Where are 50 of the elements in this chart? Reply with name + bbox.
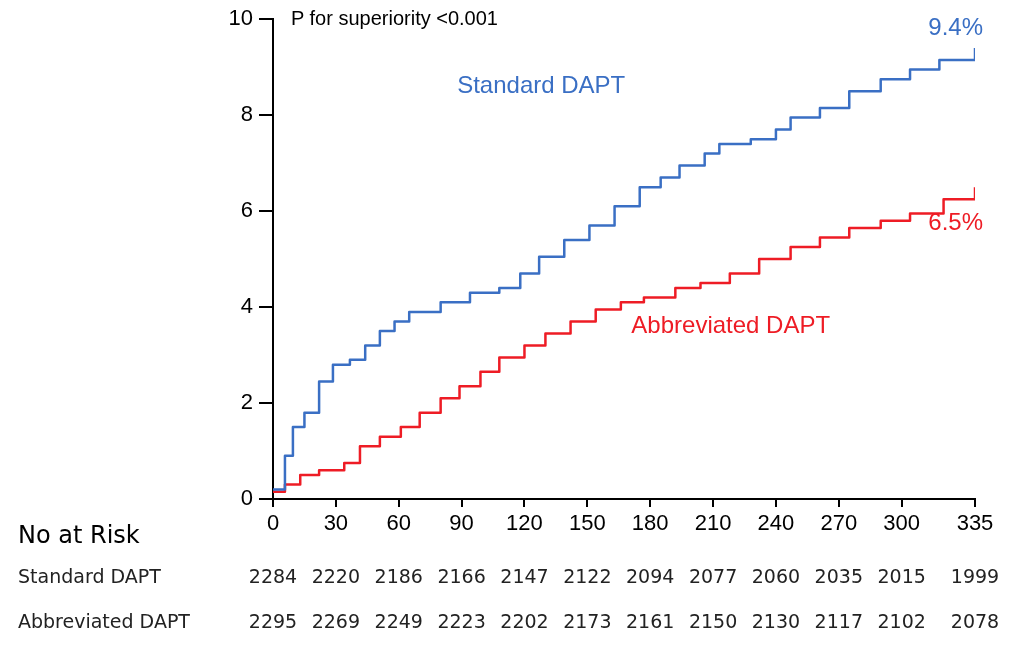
text: 1999 <box>950 564 1000 587</box>
x-tick-label: 120 <box>506 510 543 536</box>
text: Standard DAPT <box>457 70 626 98</box>
text: 2284 <box>248 564 298 587</box>
text: 2094 <box>626 564 675 587</box>
text: Abbreviated DAPT <box>18 609 191 632</box>
y-tick-label: 0 <box>240 485 253 511</box>
x-tick-label: 210 <box>694 510 732 536</box>
x-tick-label: 90 <box>449 510 474 536</box>
text: 2220 <box>311 564 361 587</box>
x-tick-label: 0 <box>266 510 280 536</box>
x-tick-label: 240 <box>757 510 795 536</box>
series-label: Abbreviated DAPT <box>631 310 831 338</box>
annotation: 6.5% <box>928 207 983 235</box>
text: 2147 <box>500 564 549 587</box>
text: 2295 <box>248 609 298 632</box>
annotation: P for superiority <0.001 <box>291 6 498 29</box>
x-tick-label: 300 <box>883 510 921 536</box>
annotation: 9.4% <box>928 12 983 40</box>
text: 2173 <box>563 609 612 632</box>
x-tick-label: 60 <box>386 510 411 536</box>
text: 2015 <box>877 564 926 587</box>
text: 2102 <box>877 609 926 632</box>
x-tick-label: 335 <box>956 510 994 536</box>
text: 2202 <box>500 609 549 632</box>
text: 2161 <box>626 609 675 632</box>
text: Standard DAPT <box>18 564 162 587</box>
y-tick-label: 6 <box>240 197 253 223</box>
y-tick-label: 10 <box>228 5 253 31</box>
x-tick-label: 270 <box>820 510 858 536</box>
text: 2150 <box>688 609 738 632</box>
text: 2130 <box>751 609 801 632</box>
text: 2035 <box>814 564 863 587</box>
text: 2269 <box>311 609 361 632</box>
text: 2077 <box>688 564 738 587</box>
text: No at Risk <box>18 521 140 550</box>
text: 2078 <box>950 609 1000 632</box>
y-tick-label: 8 <box>240 101 253 127</box>
text: 2223 <box>437 609 486 632</box>
text: 2166 <box>437 564 486 587</box>
text: 2117 <box>814 609 863 632</box>
text: 2060 <box>751 564 801 587</box>
text: 2186 <box>374 564 423 587</box>
text: 2122 <box>563 564 612 587</box>
x-tick-label: 30 <box>323 510 349 536</box>
text: 2249 <box>374 609 423 632</box>
x-tick-label: 180 <box>631 510 669 536</box>
x-tick-label: 150 <box>568 510 606 536</box>
y-tick-label: 4 <box>240 293 253 319</box>
y-tick-label: 2 <box>240 389 253 415</box>
